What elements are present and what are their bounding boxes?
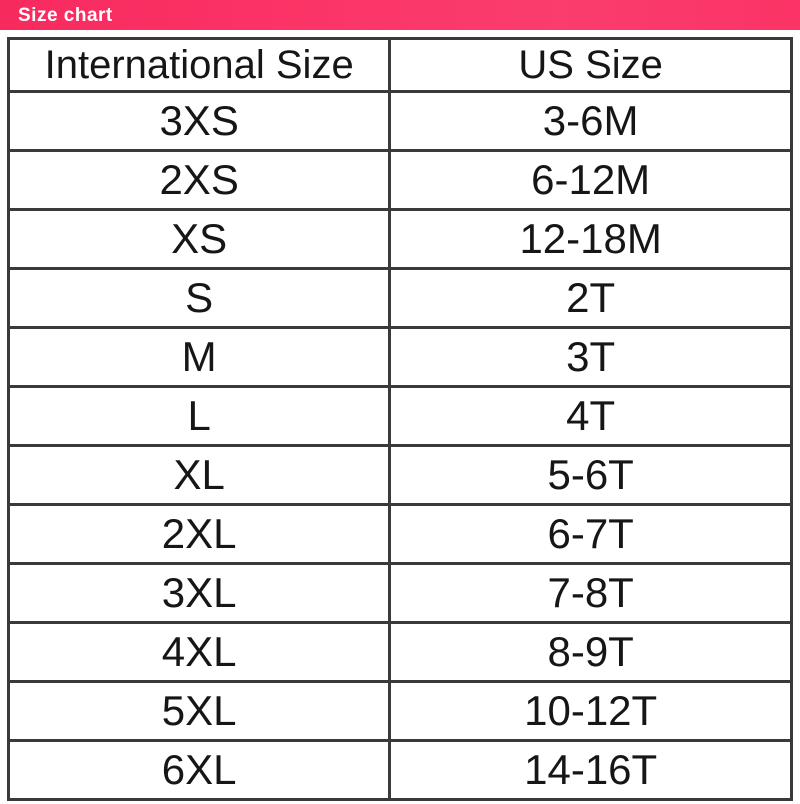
table-row: 2XS 6-12M <box>6 149 793 211</box>
table-row: 5XL 10-12T <box>6 680 793 742</box>
column-header-us-size: US Size <box>388 37 793 93</box>
cell-us-size: 4T <box>388 385 793 447</box>
table-row: 2XL 6-7T <box>6 503 793 565</box>
cell-us-size: 6-7T <box>388 503 793 565</box>
cell-us-size: 12-18M <box>388 208 793 270</box>
cell-international-size: 6XL <box>6 739 392 801</box>
cell-us-size: 5-6T <box>388 444 793 506</box>
table-row: S 2T <box>6 267 793 329</box>
page-title: Size chart <box>18 4 113 26</box>
cell-us-size: 3-6M <box>388 90 793 152</box>
cell-international-size: M <box>6 326 392 388</box>
cell-international-size: XS <box>6 208 392 270</box>
cell-international-size: 3XS <box>6 90 392 152</box>
table-header-row: International Size US Size <box>6 37 793 93</box>
table-row: 3XS 3-6M <box>6 90 793 152</box>
table-row: XL 5-6T <box>6 444 793 506</box>
cell-us-size: 3T <box>388 326 793 388</box>
table-row: 3XL 7-8T <box>6 562 793 624</box>
cell-us-size: 14-16T <box>388 739 793 801</box>
cell-us-size: 6-12M <box>388 149 793 211</box>
cell-us-size: 10-12T <box>388 680 793 742</box>
table-row: 6XL 14-16T <box>6 739 793 801</box>
size-chart-banner: Size chart <box>0 0 800 30</box>
table-row: XS 12-18M <box>6 208 793 270</box>
table-row: 4XL 8-9T <box>6 621 793 683</box>
table-row: L 4T <box>6 385 793 447</box>
cell-us-size: 7-8T <box>388 562 793 624</box>
column-header-international-size: International Size <box>6 37 392 93</box>
cell-international-size: 4XL <box>6 621 392 683</box>
cell-international-size: S <box>6 267 392 329</box>
cell-us-size: 8-9T <box>388 621 793 683</box>
cell-international-size: 2XS <box>6 149 392 211</box>
table-row: M 3T <box>6 326 793 388</box>
cell-us-size: 2T <box>388 267 793 329</box>
size-conversion-table: International Size US Size 3XS 3-6M 2XS … <box>6 37 793 801</box>
cell-international-size: L <box>6 385 392 447</box>
cell-international-size: XL <box>6 444 392 506</box>
cell-international-size: 5XL <box>6 680 392 742</box>
cell-international-size: 3XL <box>6 562 392 624</box>
cell-international-size: 2XL <box>6 503 392 565</box>
